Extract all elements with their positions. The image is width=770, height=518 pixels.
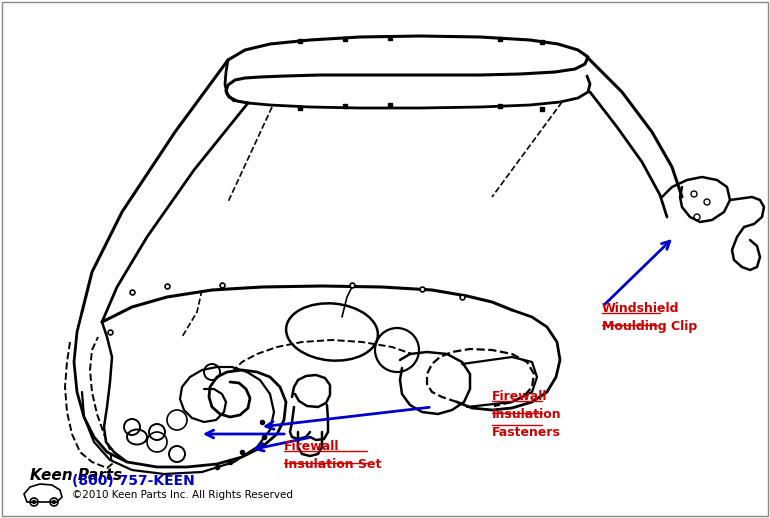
Circle shape — [32, 500, 35, 503]
Text: Keen Parts: Keen Parts — [30, 468, 122, 483]
Text: Firewall
Insulation
Fasteners: Firewall Insulation Fasteners — [492, 390, 561, 439]
Text: ©2010 Keen Parts Inc. All Rights Reserved: ©2010 Keen Parts Inc. All Rights Reserve… — [72, 490, 293, 500]
Text: (800) 757-KEEN: (800) 757-KEEN — [72, 474, 195, 488]
Circle shape — [52, 500, 55, 503]
Text: Firewall
Insulation Set: Firewall Insulation Set — [284, 440, 381, 471]
Text: Windshield
Moulding Clip: Windshield Moulding Clip — [602, 302, 698, 333]
